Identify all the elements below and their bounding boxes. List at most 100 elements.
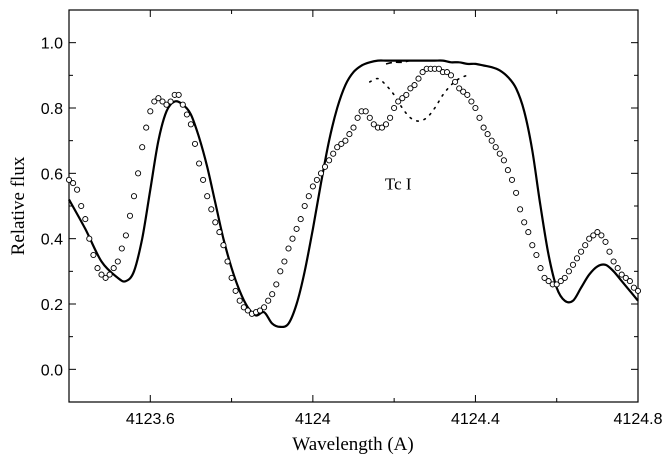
- y-tick-label: 0.6: [41, 166, 63, 183]
- data-point: [565, 268, 572, 275]
- data-point: [196, 160, 203, 167]
- data-point: [269, 291, 276, 298]
- data-point: [228, 274, 235, 281]
- synthetic-dotted-line: [369, 74, 469, 122]
- data-point: [90, 251, 97, 259]
- data-point: [382, 121, 390, 128]
- tick-labels: 4123.6 4124 4124.4 4124.8 0.0 0.2 0.4 0.6 0.8 1.0: [41, 36, 663, 428]
- data-point: [200, 176, 207, 183]
- data-point: [618, 271, 625, 278]
- data-point: [354, 114, 361, 121]
- data-point: [594, 229, 601, 236]
- axis-ticks: [68, 9, 639, 403]
- x-axis-label: Wavelength (A): [292, 434, 413, 455]
- data-point: [456, 85, 463, 92]
- data-point: [297, 216, 304, 223]
- data-point: [387, 114, 394, 121]
- data-point: [598, 232, 605, 239]
- data-point: [220, 242, 227, 249]
- data-point: [256, 307, 264, 314]
- data-point: [187, 121, 194, 128]
- data-point: [94, 265, 101, 272]
- observed-data-markers: [65, 65, 642, 317]
- data-point: [114, 258, 121, 265]
- data-point: [480, 124, 487, 131]
- data-point: [366, 114, 373, 121]
- y-tick-label: 0.2: [41, 297, 63, 314]
- data-point: [370, 121, 377, 128]
- y-tick-label: 1.0: [41, 36, 63, 53]
- data-point: [135, 170, 142, 177]
- data-point: [126, 212, 134, 219]
- data-point: [191, 140, 199, 147]
- data-point: [614, 265, 621, 272]
- series-layer: [65, 59, 642, 329]
- data-point: [293, 225, 300, 232]
- plot-area: [68, 9, 639, 403]
- data-point: [313, 176, 320, 183]
- data-point: [464, 91, 471, 98]
- data-point: [447, 72, 455, 79]
- data-point: [106, 271, 113, 278]
- data-point: [261, 304, 268, 311]
- data-point: [281, 258, 288, 265]
- data-point: [130, 193, 138, 200]
- data-point: [216, 229, 223, 236]
- data-point: [626, 278, 633, 285]
- data-point: [435, 65, 442, 72]
- data-point: [529, 242, 536, 249]
- data-point: [102, 274, 109, 281]
- data-point: [143, 124, 150, 131]
- data-point: [362, 108, 369, 115]
- data-point: [65, 176, 73, 183]
- y-tick-label: 0.0: [41, 362, 63, 379]
- data-point: [484, 131, 491, 138]
- data-point: [147, 108, 154, 115]
- data-point: [122, 232, 129, 239]
- data-point: [513, 189, 520, 196]
- data-point: [496, 150, 503, 157]
- data-point: [443, 69, 451, 76]
- data-point: [179, 101, 186, 108]
- data-point: [411, 82, 418, 89]
- data-point: [517, 206, 524, 213]
- data-point: [488, 137, 495, 144]
- data-point: [378, 124, 386, 131]
- data-point: [163, 101, 170, 108]
- data-point: [277, 268, 284, 275]
- data-point: [569, 261, 577, 268]
- data-point: [545, 278, 552, 285]
- data-point: [553, 281, 560, 288]
- data-point: [334, 144, 341, 151]
- data-point: [232, 287, 239, 294]
- data-point: [204, 193, 211, 200]
- data-point: [208, 206, 215, 213]
- data-point: [317, 170, 325, 177]
- data-point: [244, 307, 251, 314]
- data-point: [110, 265, 117, 272]
- data-point: [606, 248, 613, 255]
- x-tick-label: 4123.6: [126, 411, 175, 428]
- y-tick-label: 0.4: [41, 232, 63, 249]
- data-point: [395, 98, 402, 105]
- data-point: [86, 235, 93, 242]
- data-point: [504, 167, 511, 174]
- data-point: [78, 202, 85, 210]
- data-point: [212, 219, 219, 226]
- data-point: [240, 304, 247, 311]
- data-point: [634, 287, 642, 294]
- data-point: [472, 104, 479, 112]
- data-point: [537, 265, 544, 272]
- data-point: [561, 274, 568, 281]
- data-point: [346, 131, 353, 138]
- data-point: [118, 245, 125, 252]
- data-point: [309, 183, 316, 190]
- data-point: [582, 242, 589, 249]
- data-point: [350, 124, 357, 131]
- data-point: [151, 98, 158, 105]
- data-point: [321, 163, 329, 170]
- data-point: [82, 216, 89, 223]
- data-point: [415, 75, 422, 82]
- data-point: [285, 245, 292, 252]
